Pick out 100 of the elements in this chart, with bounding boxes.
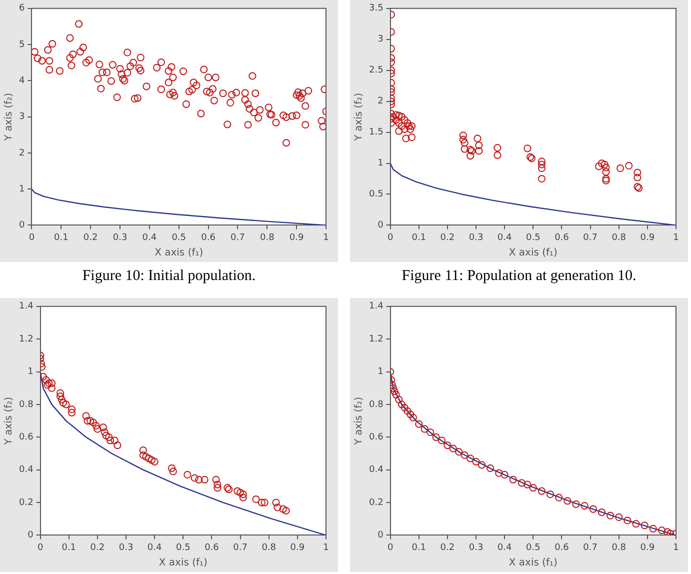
- y-tick-label: 1.2: [368, 334, 384, 344]
- point: [234, 487, 242, 495]
- x-tick-label: 0.3: [112, 232, 128, 243]
- x-tick-label: 0.7: [230, 232, 245, 243]
- y-tick-label: 0.4: [368, 465, 384, 476]
- x-tick-label: 0.3: [468, 542, 484, 553]
- point: [555, 494, 563, 502]
- x-tick-label: 0.1: [62, 542, 76, 553]
- point: [632, 520, 640, 528]
- point: [580, 502, 588, 510]
- x-axis-title: X axis (f₁): [508, 248, 558, 259]
- point: [260, 498, 268, 506]
- point: [139, 451, 147, 459]
- point: [509, 476, 517, 484]
- y-tick-label: 1.2: [18, 334, 34, 344]
- x-tick-label: 1: [323, 232, 329, 243]
- point: [606, 512, 614, 520]
- y-tick-label: 2.5: [368, 66, 384, 76]
- point: [105, 433, 113, 441]
- x-tick-label: 0.8: [612, 542, 626, 553]
- x-tick-label: 0.6: [201, 232, 216, 243]
- point: [455, 448, 463, 456]
- point: [444, 442, 452, 450]
- point: [82, 412, 90, 420]
- y-tick-label: 0: [18, 220, 25, 231]
- x-tick-label: 0.6: [554, 542, 570, 553]
- point: [426, 428, 434, 436]
- y-tick-label: 5: [18, 40, 25, 50]
- x-tick-label: 0.7: [583, 542, 598, 553]
- x-tick-label: 0.9: [290, 542, 305, 553]
- point: [68, 406, 76, 414]
- x-tick-label: 0.4: [497, 542, 512, 553]
- y-tick-label: 0.4: [18, 465, 34, 476]
- y-tick-label: 0.8: [368, 400, 384, 410]
- point: [86, 417, 94, 425]
- point: [200, 476, 208, 484]
- y-tick-label: 3: [378, 34, 384, 45]
- x-tick-label: 0.7: [233, 542, 248, 553]
- point: [68, 408, 76, 416]
- point: [279, 505, 287, 513]
- point: [148, 456, 156, 464]
- point: [472, 458, 480, 466]
- y-tick-label: 0.2: [18, 498, 34, 508]
- point: [564, 497, 572, 505]
- y-tick-label: 1.5: [368, 128, 384, 138]
- point: [404, 407, 412, 415]
- x-axis-title: X axis (f₁): [508, 558, 558, 569]
- point: [92, 422, 100, 430]
- point: [449, 444, 457, 452]
- y-tick-label: 0.6: [368, 432, 384, 442]
- point: [252, 495, 260, 504]
- x-tick-label: 0.5: [526, 542, 540, 553]
- y-tick-label: 0.8: [18, 400, 34, 410]
- point: [420, 425, 428, 433]
- point: [495, 469, 503, 477]
- point: [84, 417, 92, 425]
- point: [572, 500, 580, 508]
- point: [142, 452, 150, 461]
- x-tick-label: 0.4: [497, 232, 512, 243]
- point: [58, 396, 66, 404]
- point: [150, 458, 158, 466]
- x-tick-label: 0.1: [412, 542, 426, 553]
- y-tick-label: 2: [18, 148, 25, 158]
- y-tick-label: 0: [378, 530, 384, 541]
- point: [45, 379, 53, 388]
- point: [415, 420, 423, 428]
- point: [102, 432, 110, 440]
- point: [89, 418, 97, 426]
- x-axis-title: X axis (f₁): [158, 558, 208, 569]
- point: [169, 468, 177, 476]
- point: [466, 454, 474, 462]
- point: [546, 490, 554, 498]
- point: [214, 480, 222, 488]
- x-tick-label: 0.3: [118, 542, 134, 553]
- y-tick-label: 1.4: [368, 302, 384, 312]
- point: [624, 516, 632, 524]
- x-tick-label: 1: [673, 542, 679, 553]
- y-tick-label: 2: [378, 96, 384, 107]
- point: [598, 508, 606, 516]
- x-tick-label: 1: [323, 542, 329, 553]
- y-tick-label: 1: [28, 367, 34, 378]
- y-axis-title: Y axis (f₂): [354, 92, 365, 142]
- y-tick-label: 0: [28, 530, 34, 541]
- y-tick-label: 1: [18, 184, 25, 194]
- y-tick-label: 0.2: [368, 498, 384, 508]
- y-tick-label: 1: [378, 158, 384, 169]
- point: [42, 376, 50, 384]
- x-tick-label: 0.5: [526, 232, 540, 243]
- y-tick-label: 4: [18, 76, 25, 86]
- point: [239, 490, 247, 498]
- point: [114, 442, 122, 450]
- point: [649, 524, 657, 532]
- y-tick-label: 0: [378, 220, 384, 231]
- x-tick-label: 0.1: [412, 232, 426, 243]
- x-tick-label: 0.2: [440, 542, 455, 553]
- y-tick-label: 1: [378, 367, 384, 378]
- y-tick-label: 6: [18, 4, 25, 14]
- point: [589, 505, 597, 513]
- x-tick-label: 0.8: [260, 232, 275, 243]
- point: [390, 384, 397, 392]
